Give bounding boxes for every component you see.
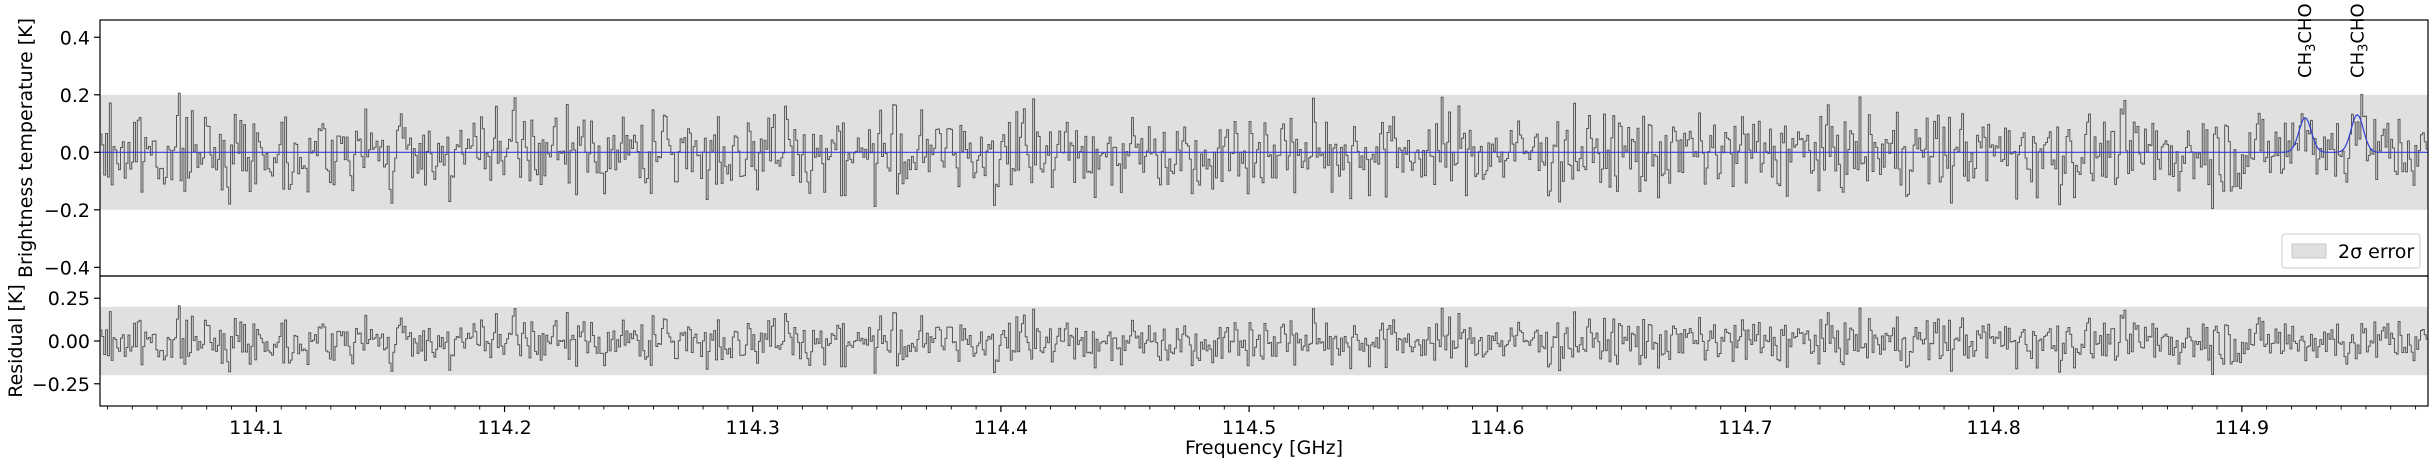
annotation-label-ch3cho: CH3CHO <box>2295 3 2319 78</box>
x-tick-label: 114.7 <box>1718 417 1772 439</box>
legend-label-error-band: 2σ error <box>2338 241 2414 263</box>
residual-y-tick-label: 0.25 <box>48 288 90 310</box>
x-tick-label: 114.1 <box>229 417 283 439</box>
x-tick-label: 114.2 <box>477 417 531 439</box>
x-tick-label: 114.5 <box>1222 417 1276 439</box>
legend-swatch-error-band <box>2291 243 2327 259</box>
residual-spectrum-line <box>100 305 2428 375</box>
x-tick-label: 114.3 <box>726 417 780 439</box>
top-y-tick-label: −0.2 <box>44 200 90 222</box>
residual-y-tick-label: −0.25 <box>32 374 90 396</box>
top-model-spectrum <box>100 114 2428 153</box>
line-annotations: CH3CHO CH3CHO <box>2295 3 2371 78</box>
residual-y-ticks: −0.25 0.00 0.25 <box>32 288 100 396</box>
residual-x-ticks: 114.1 114.2 114.3 114.4 114.5 114.6 114.7 114.8… <box>106 406 2417 439</box>
top-y-tick-label: 0.4 <box>60 27 90 49</box>
x-tick-label: 114.9 <box>2215 417 2269 439</box>
top-y-axis-label: Brightness temperature [K] <box>15 18 37 278</box>
residual-y-tick-label: 0.00 <box>48 331 90 353</box>
legend-box <box>2281 233 2421 269</box>
x-tick-label: 114.4 <box>974 417 1028 439</box>
legend: 2σ error <box>2281 233 2421 269</box>
residual-y-axis-label: Residual [K] <box>5 284 27 398</box>
annotation-label-ch3cho: CH3CHO <box>2347 3 2371 78</box>
x-tick-label: 114.6 <box>1470 417 1524 439</box>
top-y-tick-label: 0.0 <box>60 142 90 164</box>
residual-panel: −0.250.000.25 114.1 114.2 114.3 114.4 114.5 1… <box>5 275 2429 459</box>
x-tick-label: 114.8 <box>1966 417 2020 439</box>
top-y-tick-label: −0.4 <box>44 257 90 279</box>
residual-spectrum <box>100 305 2428 375</box>
top-y-tick-label: 0.2 <box>60 85 90 107</box>
top-y-ticks: −0.4 −0.2 0.0 0.2 0.4 <box>44 27 100 279</box>
model-spectrum-line <box>100 114 2428 153</box>
x-axis-label: Frequency [GHz] <box>1185 437 1343 459</box>
